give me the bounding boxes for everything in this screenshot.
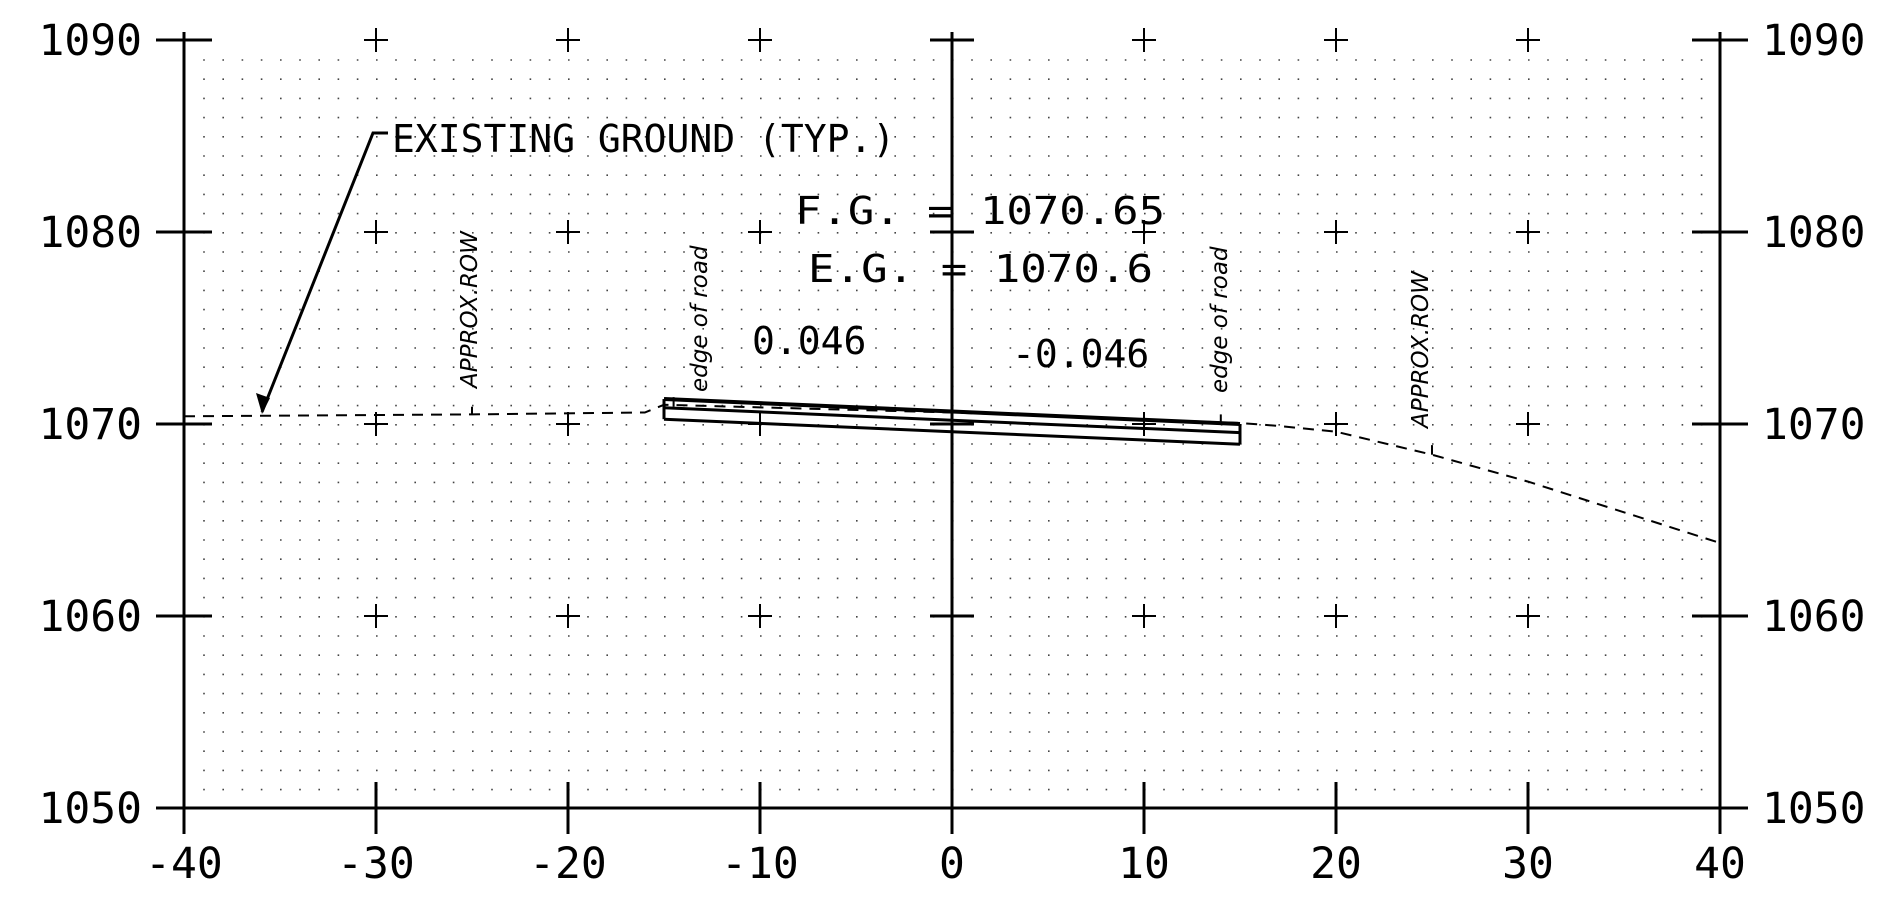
x-tick-label: -20 [529, 839, 607, 889]
y-tick-label-right: 1090 [1762, 16, 1866, 66]
y-tick-label-right: 1060 [1762, 592, 1866, 642]
grid-plus-mark [556, 604, 580, 628]
grid-plus-mark [556, 412, 580, 436]
x-tick-label: 30 [1502, 839, 1554, 889]
existing-ground-line [183, 403, 1721, 544]
x-tick-label: 10 [1118, 839, 1170, 889]
approx-row-left-label: APPROX.ROW [457, 230, 483, 390]
y-tick-label-left: 1090 [38, 16, 142, 66]
x-tick-label: -40 [145, 839, 223, 889]
existing-ground-label: EXISTING GROUND (TYP.) [392, 117, 895, 161]
tick-labels: 1050 1050 1060 1060 1070 1070 1080 1080 1090 1090… [38, 16, 1865, 889]
grid-plus-mark [1324, 220, 1348, 244]
existing-ground-leader [260, 131, 388, 413]
pavement-layer-1 [663, 406, 1241, 435]
grid-plus-mark [748, 604, 772, 628]
leader-arrowhead [256, 393, 270, 414]
grid-plus-mark [556, 28, 580, 52]
x-tick-label: 20 [1310, 839, 1362, 889]
grid-plus-mark [748, 28, 772, 52]
grid-plus-mark [1324, 28, 1348, 52]
y-tick-label-right: 1070 [1762, 400, 1866, 450]
approx-row-right-label: APPROX.ROW [1408, 270, 1434, 430]
grid-plus-mark [1132, 604, 1156, 628]
grid-plus-mark [748, 220, 772, 244]
y-tick-label-left: 1060 [38, 592, 142, 642]
grid-plus-mark [1516, 28, 1540, 52]
slope-left-label: 0.046 [752, 319, 866, 363]
grid-plus-mark [1324, 604, 1348, 628]
profiles [183, 397, 1721, 544]
edge-of-road-left-label: edge of road [687, 245, 713, 392]
slope-right-label: -0.046 [1012, 332, 1149, 376]
grid-plus-mark [556, 220, 580, 244]
grid-plus-marks [364, 28, 1540, 628]
grid-plus-mark [1516, 604, 1540, 628]
grid-plus-mark [1516, 220, 1540, 244]
grid-plus-mark [1132, 412, 1156, 436]
grid-plus-mark [364, 28, 388, 52]
eg-label: E.G. = 1070.6 [808, 247, 1153, 291]
edge-of-road-right-label: edge of road [1207, 246, 1233, 393]
y-tick-label-left: 1070 [38, 400, 142, 450]
grid-plus-mark [1516, 412, 1540, 436]
x-tick-label: -10 [721, 839, 799, 889]
grid-plus-mark [364, 604, 388, 628]
fg-label: F.G. = 1070.65 [795, 189, 1165, 233]
x-tick-label: -30 [337, 839, 415, 889]
y-tick-label-left: 1050 [38, 784, 142, 834]
y-tick-label-left: 1080 [38, 208, 142, 258]
y-tick-label-right: 1050 [1762, 784, 1866, 834]
grid-plus-mark [1324, 412, 1348, 436]
x-tick-label: 40 [1694, 839, 1746, 889]
grid-plus-mark [364, 220, 388, 244]
y-tick-label-right: 1080 [1762, 208, 1866, 258]
finished-grade-line [663, 397, 1241, 426]
pavement-layer-2 [663, 417, 1241, 446]
grid-plus-mark [1132, 28, 1156, 52]
x-tick-label: 0 [939, 839, 965, 889]
grid-plus-mark [1132, 220, 1156, 244]
axes [156, 32, 1748, 834]
